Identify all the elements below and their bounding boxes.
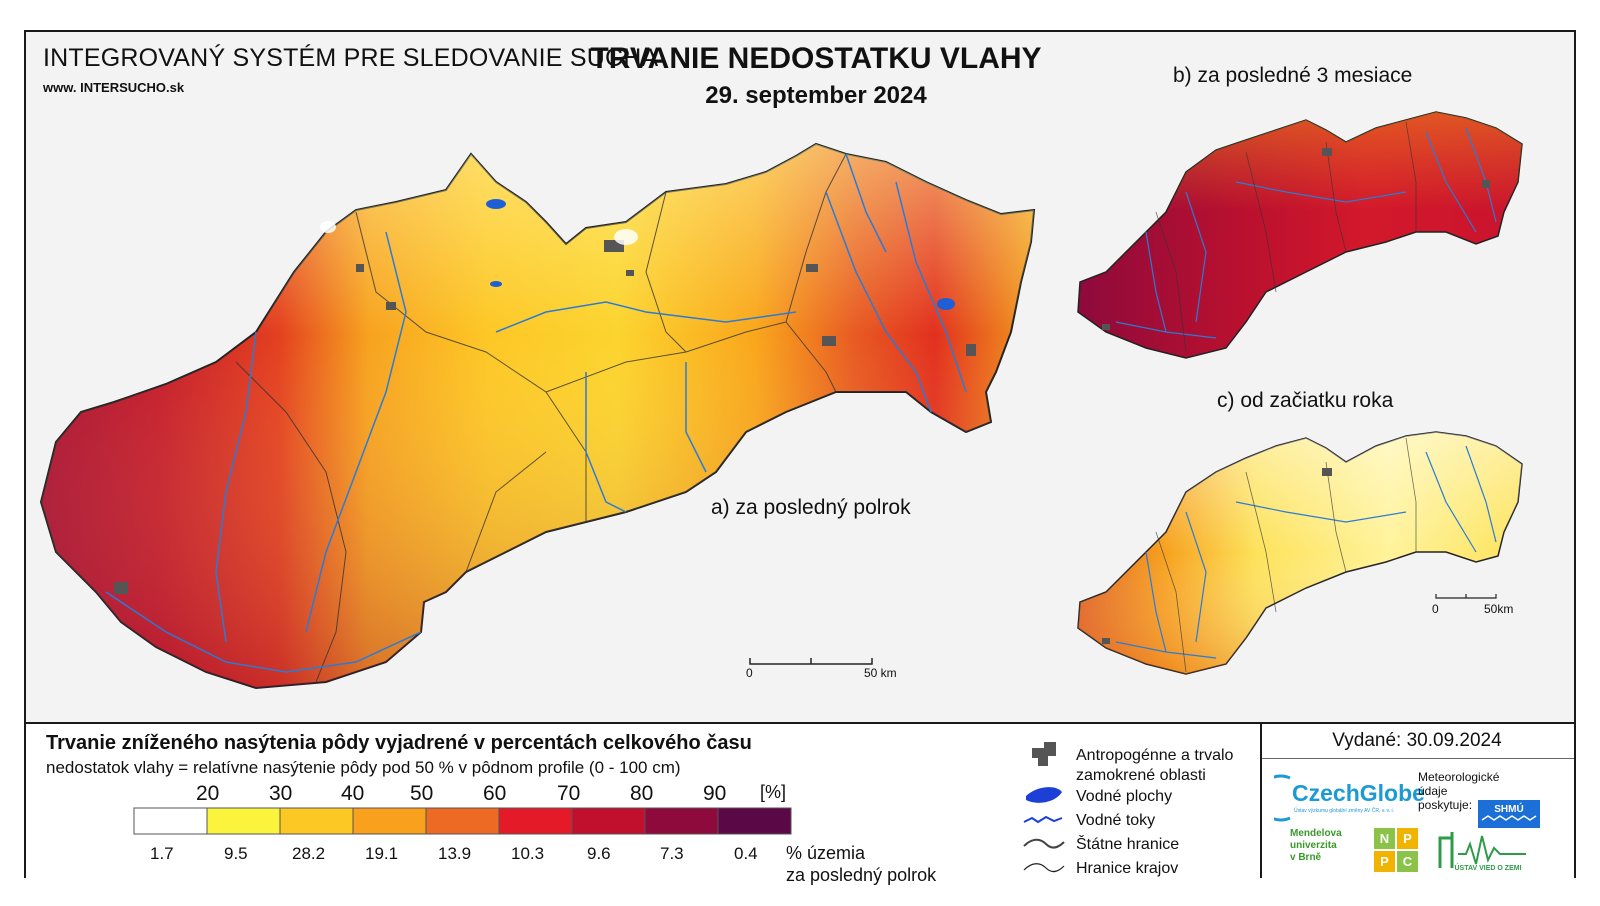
state-border-icon xyxy=(1023,838,1065,849)
class-pct-5: 13.9 xyxy=(438,844,472,863)
threshold-40: 40 xyxy=(341,782,365,805)
urban-label-line1: Antropogénne a trvalo xyxy=(1076,747,1234,764)
threshold-60: 60 xyxy=(483,782,507,805)
threshold-80: 80 xyxy=(630,782,654,805)
uvz-logo[interactable]: ÚSTAV VIED O ZEMI xyxy=(1432,824,1532,874)
urban-legend-label: Antropogénne a trvalo zamokrené oblasti xyxy=(1076,746,1233,786)
map-c-label: c) od začiatku roka xyxy=(1217,389,1394,412)
water-legend-label: Vodné plochy xyxy=(1076,788,1173,805)
shmu-logo-text: SHMÚ xyxy=(1494,802,1523,815)
shmu-logo[interactable]: SHMÚ xyxy=(1478,800,1540,828)
czechglobe-subtitle: Ústav výzkumu globální změny AV ČR, v. v… xyxy=(1294,808,1395,814)
water-body-icon xyxy=(1026,787,1062,803)
color-swatch-4 xyxy=(352,807,427,835)
urban-label-line2: zamokrené oblasti xyxy=(1076,767,1206,784)
color-swatch-6 xyxy=(498,807,573,835)
color-swatch-8 xyxy=(644,807,719,835)
issued-date: Vydané: 30.09.2024 xyxy=(1332,730,1502,751)
class-pct-6: 10.3 xyxy=(511,844,545,863)
met-data-provider-text: Meteorologické údaje poskytuje: xyxy=(1418,770,1499,812)
map-area: INTEGROVANÝ SYSTÉM PRE SLEDOVANIE SUCHA … xyxy=(26,32,1574,722)
pct-note-line1: % územia xyxy=(786,843,866,863)
color-swatch-5 xyxy=(425,807,500,835)
color-bar xyxy=(133,807,792,835)
nppc-c: C xyxy=(1397,851,1418,872)
website-url[interactable]: www. INTERSUCHO.sk xyxy=(43,80,185,95)
class-pct-3: 28.2 xyxy=(292,844,326,863)
nppc-p1: P xyxy=(1397,828,1418,849)
color-swatch-9 xyxy=(717,807,792,835)
water-bodies xyxy=(486,199,955,310)
class-pct-2: 9.5 xyxy=(224,844,248,863)
class-pct-1: 1.7 xyxy=(150,844,174,863)
met-line2: údaje xyxy=(1418,784,1448,798)
mendel-university-logo[interactable]: Mendelova univerzita v Brně xyxy=(1290,828,1342,864)
met-line1: Meteorologické xyxy=(1418,770,1500,784)
system-title: INTEGROVANÝ SYSTÉM PRE SLEDOVANIE SUCHA xyxy=(43,44,659,72)
urban-symbol-icon xyxy=(1032,742,1056,766)
issue-box: Vydané: 30.09.2024 CzechGlobe Ústav výzk… xyxy=(1260,724,1574,878)
uvz-text: ÚSTAV VIED O ZEMI xyxy=(1454,863,1521,872)
legend-panel: Trvanie zníženého nasýtenia pôdy vyjadre… xyxy=(26,722,1574,885)
mendel-line3: v Brně xyxy=(1290,852,1322,863)
river-legend-label: Vodné toky xyxy=(1076,812,1156,829)
threshold-30: 30 xyxy=(269,782,293,805)
color-swatch-2 xyxy=(206,807,281,835)
nppc-logo[interactable]: N P P C xyxy=(1374,828,1418,872)
color-swatch-1 xyxy=(133,807,208,835)
map-frame: INTEGROVANÝ SYSTÉM PRE SLEDOVANIE SUCHA … xyxy=(24,30,1576,885)
class-pct-8: 7.3 xyxy=(660,844,684,863)
class-pct-9: 0.4 xyxy=(734,844,758,863)
scale-small-zero: 0 xyxy=(1432,602,1439,616)
mendel-line1: Mendelova xyxy=(1290,828,1342,839)
legend-title: Trvanie zníženého nasýtenia pôdy vyjadre… xyxy=(46,732,752,754)
map-b-3-mesiace xyxy=(1077,111,1523,359)
color-swatch-7 xyxy=(571,807,646,835)
scale-main-zero: 0 xyxy=(746,666,753,680)
nppc-n: N xyxy=(1374,828,1395,849)
mendel-line2: univerzita xyxy=(1290,840,1337,851)
state-border-legend-label: Štátne hranice xyxy=(1076,836,1180,853)
class-pct-4: 19.1 xyxy=(365,844,399,863)
scale-bar-main xyxy=(749,658,873,665)
threshold-50: 50 xyxy=(410,782,434,805)
region-border-icon xyxy=(1023,863,1065,873)
czechglobe-text: CzechGlobe xyxy=(1292,780,1425,806)
scale-bar-small xyxy=(1435,594,1497,599)
scale-main-end: 50 km xyxy=(864,666,897,680)
threshold-70: 70 xyxy=(557,782,581,805)
map-a-label: a) za posledný polrok xyxy=(711,496,911,519)
legend-unit: [%] xyxy=(760,782,787,802)
map-b-label: b) za posledné 3 mesiace xyxy=(1173,64,1413,87)
map-a-polrok xyxy=(39,142,1036,690)
color-swatch-3 xyxy=(279,807,354,835)
class-pct-7: 9.6 xyxy=(587,844,611,863)
pct-note: % územia za posledný polrok xyxy=(786,842,936,886)
river-icon xyxy=(1023,815,1063,824)
map-date: 29. september 2024 xyxy=(705,82,927,109)
czechglobe-logo[interactable]: CzechGlobe Ústav výzkumu globální změny … xyxy=(1274,770,1425,822)
page-title: TRVANIE NEDOSTATKU VLAHY xyxy=(590,42,1042,75)
region-border-legend-label: Hranice krajov xyxy=(1076,860,1179,877)
threshold-20: 20 xyxy=(196,782,220,805)
legend-subtitle: nedostatok vlahy = relatívne nasýtenie p… xyxy=(46,758,681,777)
map-c-od-zaciatku-roka xyxy=(1077,431,1523,675)
met-line3: poskytuje: xyxy=(1418,798,1473,812)
scale-small-end: 50km xyxy=(1484,602,1514,616)
pct-note-line2: za posledný polrok xyxy=(786,865,937,885)
threshold-90: 90 xyxy=(703,782,727,805)
maps-canvas xyxy=(39,111,1523,690)
nppc-p2: P xyxy=(1374,851,1395,872)
